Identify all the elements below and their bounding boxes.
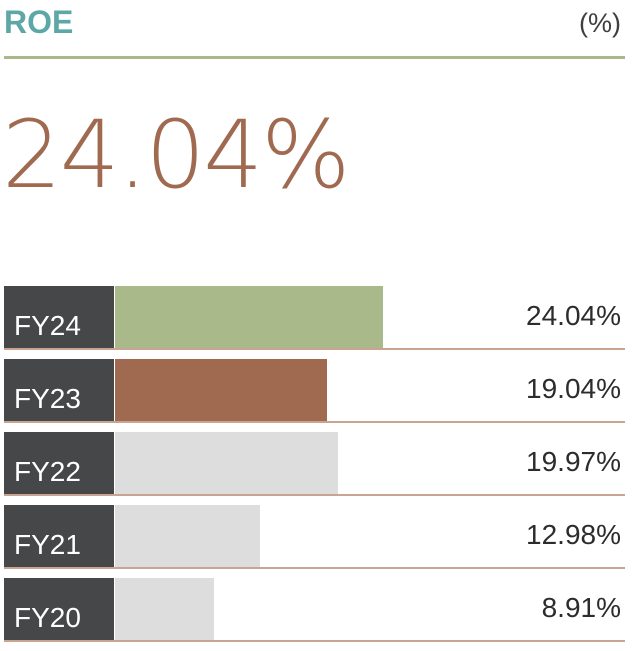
bar-row: FY20 8.91% bbox=[4, 578, 625, 642]
bar-row: FY21 12.98% bbox=[4, 505, 625, 569]
value-label: 24.04% bbox=[526, 300, 621, 331]
chart-header: ROE (%) bbox=[4, 0, 625, 59]
category-label: FY20 bbox=[14, 602, 81, 633]
bar bbox=[115, 286, 383, 348]
bar-row: FY24 24.04% bbox=[4, 286, 625, 350]
category-label-box: FY23 bbox=[4, 359, 114, 421]
bar bbox=[115, 432, 338, 494]
category-label-box: FY22 bbox=[4, 432, 114, 494]
bar-row: FY23 19.04% bbox=[4, 359, 625, 423]
value-label: 19.04% bbox=[526, 373, 621, 404]
bar bbox=[115, 505, 260, 567]
category-label: FY22 bbox=[14, 456, 81, 487]
headline-value: 24.04% bbox=[2, 101, 350, 210]
category-label-box: FY20 bbox=[4, 578, 114, 640]
value-label: 12.98% bbox=[526, 519, 621, 550]
value-label: 8.91% bbox=[541, 592, 621, 623]
category-label-box: FY24 bbox=[4, 286, 114, 348]
bar-row: FY22 19.97% bbox=[4, 432, 625, 496]
category-label: FY21 bbox=[14, 529, 81, 560]
category-label: FY24 bbox=[14, 310, 81, 341]
bar bbox=[115, 578, 214, 640]
category-label: FY23 bbox=[14, 383, 81, 414]
bar bbox=[115, 359, 327, 421]
unit-label: (%) bbox=[579, 8, 621, 38]
value-label: 19.97% bbox=[526, 446, 621, 477]
category-label-box: FY21 bbox=[4, 505, 114, 567]
chart-title: ROE bbox=[4, 4, 74, 40]
